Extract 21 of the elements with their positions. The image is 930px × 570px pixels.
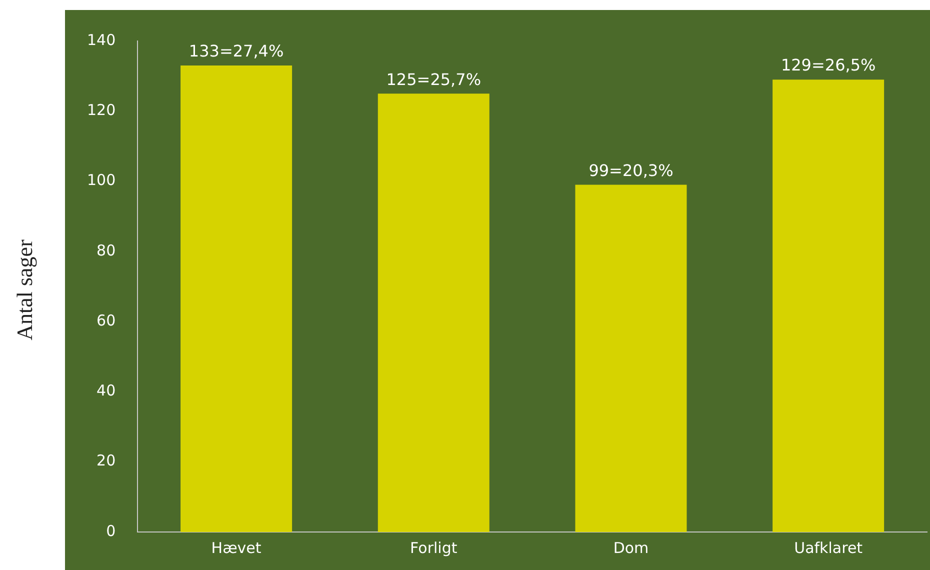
bar — [575, 184, 687, 532]
bar — [378, 94, 490, 532]
bar — [772, 80, 884, 532]
y-tick-label: 60 — [96, 311, 116, 330]
bar — [180, 66, 292, 532]
data-label: 125=25,7% — [386, 70, 482, 89]
y-tick-label: 100 — [86, 171, 116, 190]
y-axis-title: Antal sager — [12, 240, 38, 340]
y-tick-label: 0 — [106, 522, 116, 540]
y-tick-label: 80 — [96, 241, 116, 260]
x-tick-label: Hævet — [211, 538, 262, 557]
x-tick-label: Uafklaret — [794, 538, 863, 557]
x-tick-label: Dom — [613, 538, 649, 557]
y-tick-label: 40 — [96, 382, 116, 400]
data-label: 99=20,3% — [588, 160, 674, 180]
data-label: 129=26,5% — [780, 56, 876, 75]
data-label: 133=27,4% — [188, 42, 284, 61]
y-tick-label: 120 — [86, 101, 116, 120]
x-tick-label: Forligt — [410, 538, 458, 557]
y-tick-label: 20 — [96, 452, 116, 470]
y-tick-label: 140 — [86, 30, 116, 49]
